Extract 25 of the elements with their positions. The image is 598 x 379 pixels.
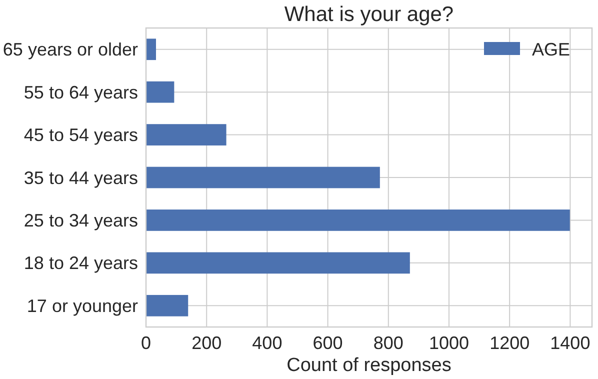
y-tick-label: 45 to 54 years [24,125,138,146]
bar [146,294,188,316]
x-axis-title: Count of responses [286,355,452,376]
bar [146,81,174,103]
x-tick-label: 1200 [490,333,530,353]
x-tick-label: 200 [192,333,222,353]
x-tick-label: 600 [312,333,343,353]
y-tick-label: 25 to 34 years [24,210,138,231]
bar [146,124,226,146]
legend-label: AGE [532,39,570,60]
x-tick-label: 0 [140,333,152,353]
y-tick-label: 55 to 64 years [24,82,138,102]
x-tick-label: 800 [373,333,404,353]
y-tick-label: 17 or younger [26,296,138,316]
x-tick-label: 400 [252,333,282,353]
y-tick-label: 65 years or older [2,40,138,60]
chart-title: What is your age? [284,3,454,26]
x-tick-label: 1400 [550,333,590,353]
bar [146,38,156,60]
x-tick-label: 1000 [428,333,470,353]
bar [146,210,570,231]
bar [146,166,380,188]
bar [146,252,410,274]
y-tick-label: 35 to 44 years [24,168,138,188]
y-tick-label: 18 to 24 years [24,253,138,274]
